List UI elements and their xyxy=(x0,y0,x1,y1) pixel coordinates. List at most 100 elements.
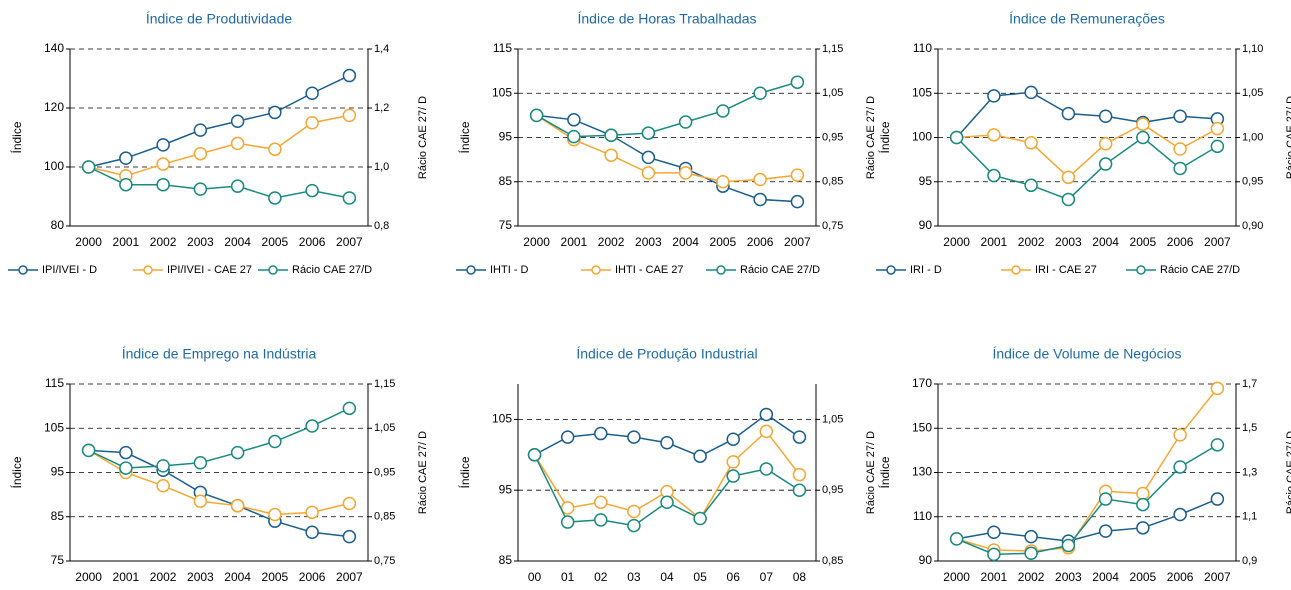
y2-tick-label: 1,00 xyxy=(1242,131,1263,143)
legend-label: Rácio CAE 27/D xyxy=(292,264,372,276)
data-point xyxy=(560,430,575,444)
legend-marker xyxy=(886,265,896,275)
data-point xyxy=(1098,524,1113,538)
x-tick-label: 2001 xyxy=(981,570,1008,584)
y2-axis-label: Rácio CAE 27/ D xyxy=(417,96,429,179)
chart: Índice de Horas Trabalhadas Índice Rácio C… xyxy=(456,11,877,276)
data-point xyxy=(268,191,282,205)
data-point xyxy=(342,496,357,511)
chart: Índice de Volume de Negócios Índice Rácio … xyxy=(877,346,1291,584)
y2-tick-label: 1,15 xyxy=(374,378,395,390)
data-point xyxy=(156,157,170,171)
x-tick-label: 2001 xyxy=(113,235,140,249)
data-point xyxy=(1136,117,1150,131)
data-point xyxy=(342,529,357,544)
data-point xyxy=(1136,497,1150,512)
y2-tick-label: 1,05 xyxy=(822,413,843,425)
x-tick-label: 2006 xyxy=(299,235,326,249)
y-axis-label: Índice xyxy=(877,456,892,488)
data-point xyxy=(1024,136,1038,150)
y-tick-label: 95 xyxy=(499,482,513,496)
legend-label: Rácio CAE 27/D xyxy=(1160,264,1240,276)
y2-tick-label: 0,95 xyxy=(374,466,395,478)
y2-tick-label: 1,2 xyxy=(374,102,389,114)
series-line xyxy=(534,413,800,458)
legend-label: IPI/IVEI - CAE 27 xyxy=(167,264,252,276)
legend-marker xyxy=(143,265,153,275)
y-tick-label: 85 xyxy=(499,553,513,567)
data-point xyxy=(759,424,774,439)
y-tick-label: 105 xyxy=(492,85,512,99)
data-point xyxy=(726,455,740,469)
legend-marker xyxy=(1136,265,1146,275)
x-tick-label: 02 xyxy=(594,570,608,584)
data-point xyxy=(792,483,807,497)
data-point xyxy=(1136,521,1150,535)
x-tick-label: 01 xyxy=(561,570,575,584)
y2-axis-label: Rácio CAE 27/ D xyxy=(1285,431,1291,514)
data-point xyxy=(987,128,1001,142)
x-tick-label: 2005 xyxy=(1130,235,1157,249)
data-point xyxy=(759,462,774,476)
y-tick-label: 95 xyxy=(499,130,513,144)
data-point xyxy=(949,532,964,546)
y-tick-label: 90 xyxy=(919,218,933,232)
y-tick-label: 105 xyxy=(44,420,64,434)
legend-marker xyxy=(466,265,476,275)
data-point xyxy=(641,150,656,165)
y2-tick-label: 1,15 xyxy=(822,43,843,55)
data-point xyxy=(1173,428,1187,442)
y2-tick-label: 1,05 xyxy=(822,87,843,99)
data-point xyxy=(119,177,133,192)
data-point xyxy=(119,445,133,460)
y-tick-label: 80 xyxy=(51,218,65,232)
x-tick-label: 2004 xyxy=(1092,570,1119,584)
data-point xyxy=(1061,192,1076,207)
data-point xyxy=(342,191,357,205)
data-point xyxy=(753,172,767,187)
y-tick-label: 90 xyxy=(919,553,933,567)
x-tick-label: 2000 xyxy=(75,235,102,249)
data-point xyxy=(230,179,245,193)
legend-label: Rácio CAE 27/D xyxy=(740,264,820,276)
data-point xyxy=(342,108,357,123)
data-point xyxy=(1098,109,1113,124)
y2-tick-label: 1,5 xyxy=(1242,422,1257,434)
data-point xyxy=(305,525,319,539)
x-tick-label: 2005 xyxy=(710,235,737,249)
x-tick-label: 2006 xyxy=(1167,235,1194,249)
chart: Índice de Emprego na Indústria Índice Ráci… xyxy=(9,346,429,584)
y2-tick-label: 0,85 xyxy=(822,555,843,567)
data-point xyxy=(594,513,608,527)
data-point xyxy=(1024,85,1038,100)
y2-tick-label: 1,05 xyxy=(374,422,395,434)
y-tick-label: 170 xyxy=(912,376,932,390)
x-tick-label: 2002 xyxy=(1018,235,1045,249)
y-tick-label: 95 xyxy=(51,465,65,479)
legend-marker xyxy=(18,265,28,275)
data-point xyxy=(1061,538,1076,553)
data-point xyxy=(641,126,656,140)
data-point xyxy=(726,432,740,446)
legend-marker xyxy=(591,265,601,275)
data-point xyxy=(759,407,774,422)
y-tick-label: 105 xyxy=(492,412,512,426)
data-point xyxy=(1024,529,1038,544)
chart: Índice de Produtividade Índice Rácio CAE 2… xyxy=(8,11,429,276)
x-tick-label: 2007 xyxy=(336,235,363,249)
data-point xyxy=(527,448,542,462)
y2-tick-label: 0,95 xyxy=(822,131,843,143)
x-tick-label: 2005 xyxy=(1130,570,1157,584)
data-point xyxy=(987,547,1001,562)
chart-title: Índice de Emprego na Indústria xyxy=(122,346,317,362)
chart-title: Índice de Produtividade xyxy=(146,11,293,27)
legend-label: IRI - D xyxy=(910,264,942,276)
data-point xyxy=(305,419,319,433)
data-point xyxy=(1024,178,1038,193)
y-tick-label: 115 xyxy=(493,41,512,55)
y-axis-label: Índice xyxy=(9,121,24,153)
y2-tick-label: 0,8 xyxy=(374,220,389,232)
x-tick-label: 2007 xyxy=(784,235,811,249)
legend-label: IHTI - CAE 27 xyxy=(615,264,683,276)
y-tick-label: 95 xyxy=(919,174,933,188)
